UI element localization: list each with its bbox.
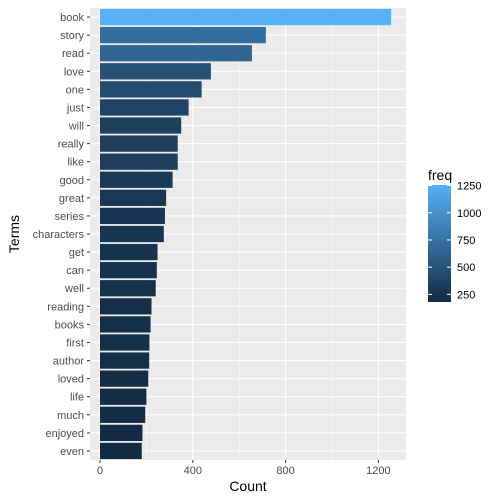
y-tick-label: book [60,12,84,24]
x-axis-title: Count [229,478,266,494]
y-tick-label: really [58,139,85,151]
bar-just [100,99,189,116]
y-tick-label: even [60,446,84,458]
bar-characters [100,225,164,243]
bar-love [100,63,211,80]
x-tick-label: 1200 [366,465,390,477]
y-tick-label: like [67,157,84,169]
y-tick-label: author [53,356,85,368]
bar-well [100,280,156,297]
legend-tick-label: 1000 [457,208,481,220]
bar-books [100,316,151,333]
bar-can [100,262,157,279]
y-tick-label: first [66,337,84,349]
bar-loved [100,370,149,387]
bar-one [100,81,202,98]
bar-even [100,442,142,460]
y-tick-label: life [70,392,84,404]
y-tick-label: will [68,121,84,133]
y-tick-label: one [66,84,84,96]
y-tick-label: books [55,319,85,331]
x-axis-ticks: 0 400 800 1200 [97,460,391,477]
x-tick-label: 400 [184,465,202,477]
y-tick-label: series [55,211,85,223]
bar-great [100,189,167,206]
bar-life [100,388,147,405]
legend-colorbar [428,185,451,302]
bar-story [100,26,266,44]
y-tick-label: story [60,30,84,42]
legend-tick-label: 1250 [457,181,481,193]
bar-really [100,135,178,152]
legend-ticks: 250 500 750 1000 1250 [428,181,481,301]
y-tick-label: just [66,102,84,114]
bar-book [100,8,392,26]
legend: freq 250 500 750 1000 1250 [428,167,481,302]
bar-will [100,117,182,134]
legend-tick-label: 750 [457,235,475,247]
bar-read [100,45,252,62]
y-axis-title: Terms [6,215,22,253]
bar-author [100,352,150,369]
bar-first [100,334,150,351]
y-tick-label: reading [47,301,84,313]
y-axis-ticks: book story read love one just will really like go… [33,12,90,458]
y-tick-label: great [59,193,84,205]
bar-like [100,153,178,170]
y-tick-label: much [57,410,84,422]
bar-get [100,243,158,261]
x-tick-label: 0 [97,465,103,477]
legend-tick-label: 500 [457,262,475,274]
bar-reading [100,298,152,315]
bar-series [100,207,165,225]
bar-much [100,406,146,423]
y-tick-label: love [64,66,84,78]
y-tick-label: read [62,48,84,60]
legend-tick-label: 250 [457,289,475,301]
y-tick-label: characters [33,229,85,241]
bar-good [100,171,173,188]
bars [100,8,392,460]
y-tick-label: get [69,247,84,259]
y-tick-label: well [64,283,84,295]
bar-enjoyed [100,424,143,442]
y-tick-label: good [60,175,84,187]
y-tick-label: enjoyed [45,428,84,440]
y-tick-label: can [66,265,84,277]
y-tick-label: loved [58,374,84,386]
legend-title: freq [428,167,452,183]
x-tick-label: 800 [276,465,294,477]
